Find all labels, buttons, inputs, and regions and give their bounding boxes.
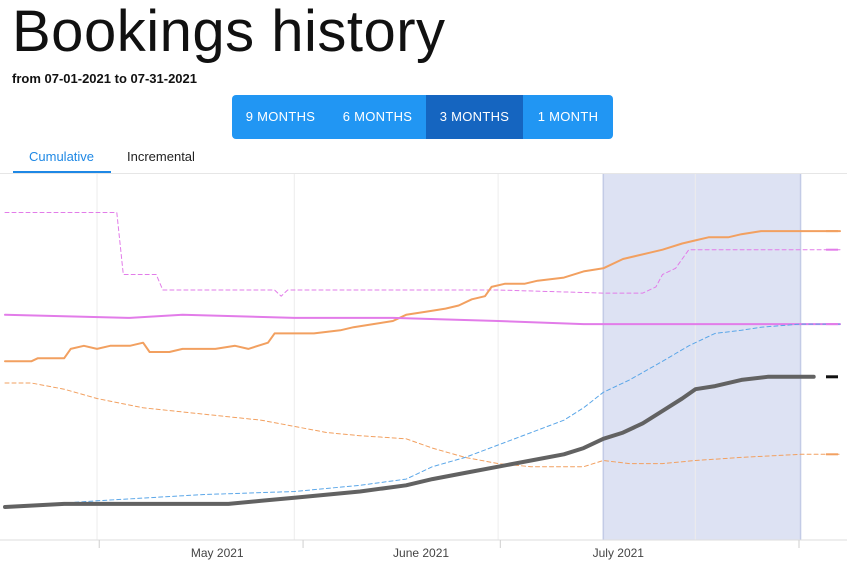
tab-incremental[interactable]: Incremental — [127, 149, 195, 164]
x-tick-label: May 2021 — [191, 546, 244, 560]
series-line-0 — [4, 212, 841, 297]
series-line-2 — [4, 313, 841, 326]
range-1-month-button[interactable]: 1 MONTH — [537, 109, 599, 124]
range-6-months-button[interactable]: 6 MONTHS — [342, 109, 413, 124]
range-button-group: 9 MONTHS 6 MONTHS 3 MONTHS 1 MONTH — [232, 95, 613, 139]
range-9-months-button[interactable]: 9 MONTHS — [245, 109, 316, 124]
series-line-4 — [4, 323, 841, 508]
active-tab-indicator — [13, 171, 111, 173]
series-line-5 — [3, 374, 816, 509]
x-tick-label: July 2021 — [593, 546, 645, 560]
page-title: Bookings history — [12, 0, 446, 64]
series-line-1 — [4, 230, 841, 363]
date-range-subtitle: from 07-01-2021 to 07-31-2021 — [12, 71, 197, 86]
range-3-months-button[interactable]: 3 MONTHS — [426, 95, 523, 139]
series-line-3 — [4, 382, 841, 468]
tab-cumulative[interactable]: Cumulative — [29, 149, 95, 164]
selected-range-highlight — [603, 174, 801, 540]
chart-mode-tabs: Cumulative Incremental — [0, 146, 847, 174]
x-tick-label: June 2021 — [393, 546, 449, 560]
